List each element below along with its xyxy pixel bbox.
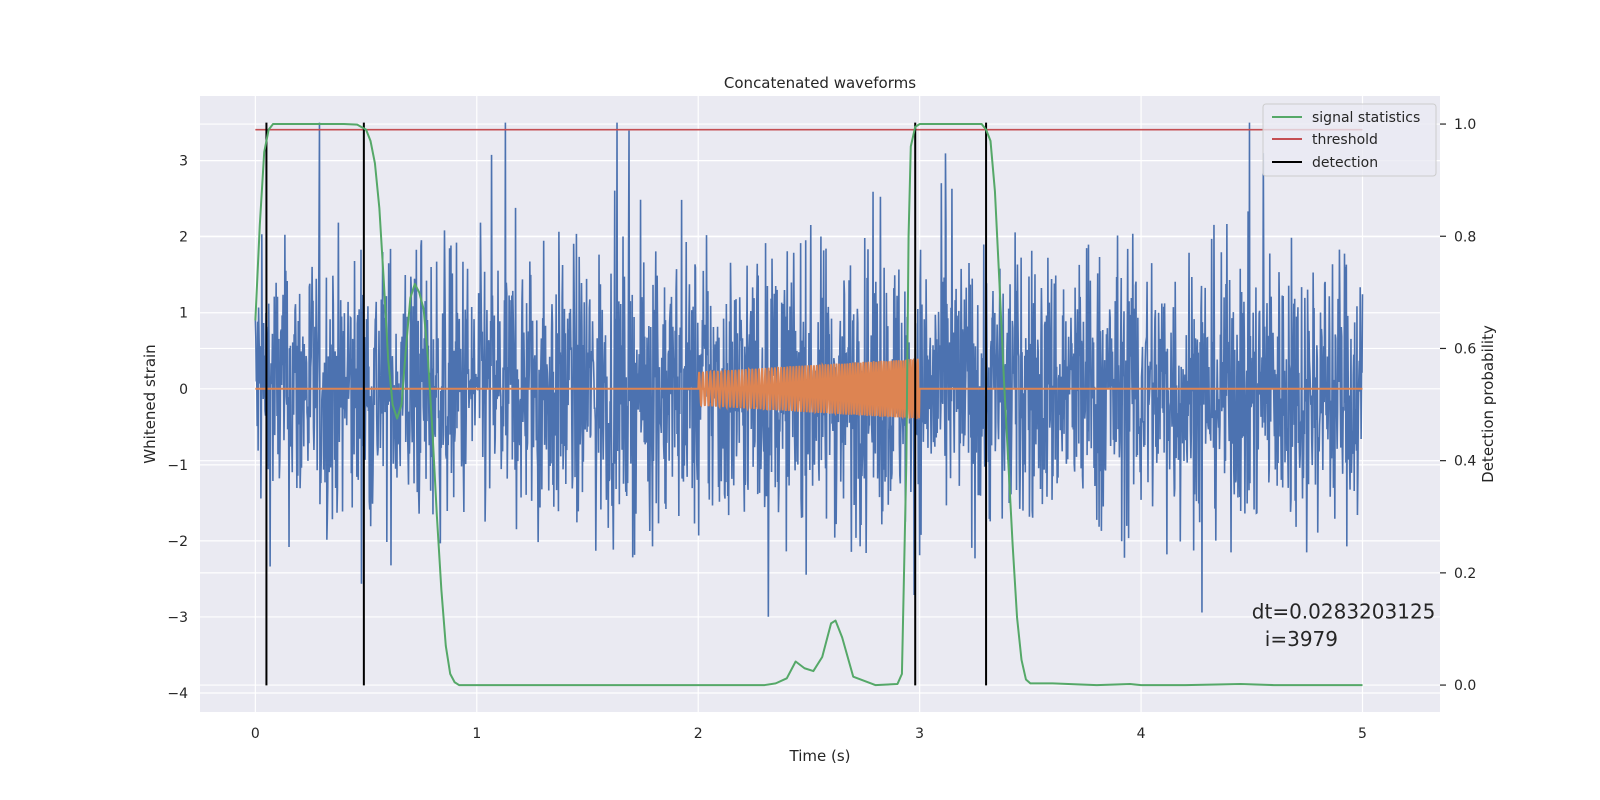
x-tick-label: 2: [694, 726, 703, 742]
chart-title: Concatenated waveforms: [724, 74, 916, 92]
template-chirp: [697, 357, 921, 420]
detection-series: [265, 122, 988, 686]
x-tick-label: 3: [915, 726, 924, 742]
y-tick-label: −4: [167, 686, 188, 702]
legend-box: [1262, 103, 1437, 177]
y-axis-ticks: −4 −3 −2 −1 0 1 2 3: [167, 154, 188, 702]
legend: signal statistics threshold detection: [1262, 103, 1437, 177]
annotation-text: i=3979: [1258, 627, 1338, 651]
x-axis-ticks: 0 1 2 3 4 5: [251, 726, 1367, 742]
x-tick-label: 4: [1137, 726, 1146, 742]
y-tick-label: 0: [179, 382, 188, 398]
x-axis-label: Time (s): [789, 747, 851, 765]
y-tick-label: −2: [167, 534, 188, 550]
x-tick-label: 0: [251, 726, 260, 742]
right-y-tick-label: 1.0: [1454, 117, 1476, 133]
whitened-strain-series: [254, 122, 1364, 617]
right-y-tick-label: 0.4: [1454, 454, 1476, 470]
y-tick-label: 3: [179, 154, 188, 170]
annotation-text: dt=0.0283203125: [1252, 599, 1436, 623]
right-y-tick-label: 0.8: [1454, 229, 1476, 245]
right-y-axis-label: Detection probability: [1479, 325, 1497, 483]
right-y-tick-label: 0.0: [1454, 678, 1476, 694]
y-tick-label: 1: [179, 306, 188, 322]
signal-statistics-series: [254, 123, 1363, 687]
y-axis-label: Whitened strain: [141, 344, 159, 463]
y-tick-label: 2: [179, 230, 188, 246]
legend-label-signal-statistics: signal statistics: [1312, 110, 1420, 126]
right-y-tick-label: 0.6: [1454, 341, 1476, 357]
right-y-axis-ticks: 0.0 0.2 0.4 0.6 0.8 1.0: [1440, 117, 1476, 694]
x-tick-label: 5: [1358, 726, 1367, 742]
y-tick-label: −1: [167, 458, 188, 474]
y-tick-label: −3: [167, 610, 188, 626]
annotations: dt=0.0283203125 i=3979: [1252, 599, 1436, 650]
x-tick-label: 1: [472, 726, 481, 742]
signal-statistics-line: [254, 123, 1363, 687]
legend-label-threshold: threshold: [1312, 132, 1378, 148]
template-waveform-series: [255, 357, 1363, 420]
strain-line: [254, 122, 1364, 617]
legend-label-detection: detection: [1312, 155, 1378, 171]
right-y-tick-label: 0.2: [1454, 566, 1476, 582]
